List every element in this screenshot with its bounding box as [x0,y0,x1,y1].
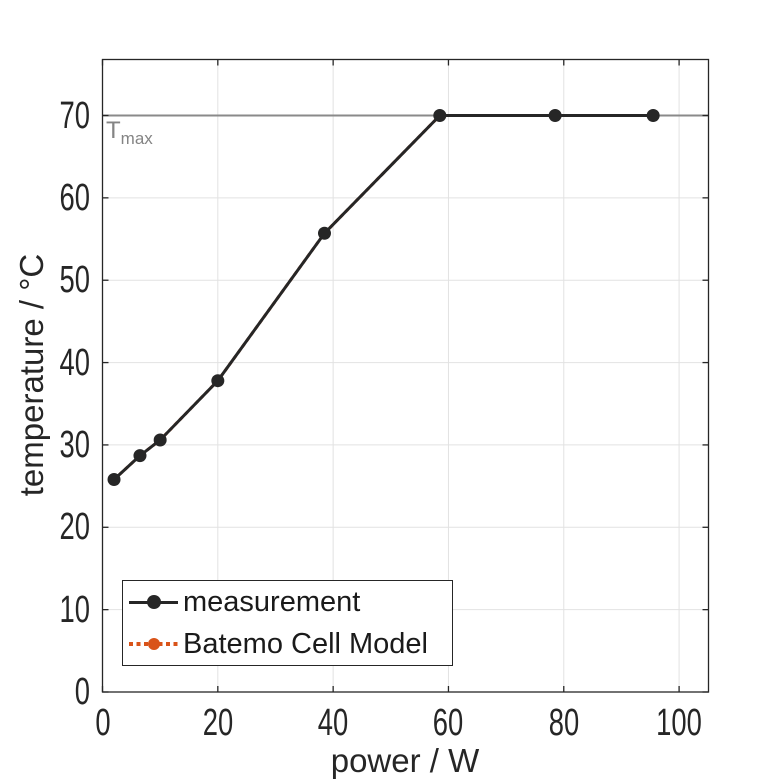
series-marker-measurement [133,449,147,463]
y-tick-label: 0 [74,671,90,713]
series-marker-measurement [548,109,562,123]
tmax-annotation-subscript: max [120,128,153,148]
tmax-annotation-text: T [106,117,121,144]
x-tick-label: 40 [317,702,349,744]
series-marker-measurement [107,473,121,487]
legend-label-measurement: measurement [183,586,361,619]
series-line-batemo-cell-model [113,114,654,481]
x-tick-label: 80 [548,702,579,744]
model-line-sample [129,636,178,652]
axis-box [101,58,710,693]
measurement-marker-icon [146,595,161,610]
series-marker-measurement [211,374,225,388]
series-marker-measurement [153,433,167,447]
x-tick-label: 20 [202,702,234,744]
series-line-measurement [113,114,654,481]
x-tick-label: 100 [656,702,702,744]
x-tick-label: 60 [433,702,464,744]
legend-label-batemo-cell-model: Batemo Cell Model [183,627,428,660]
legend-box: measurement Batemo Cell Model [122,580,453,666]
measurement-line-sample [129,594,178,610]
legend-item-measurement: measurement [123,582,452,623]
y-tick-label: 20 [59,506,90,549]
tmax-annotation: Tmax [106,118,153,152]
y-tick-label: 50 [59,259,90,302]
model-marker-icon [147,637,160,650]
y-tick-label: 40 [59,341,90,384]
x-axis-label: power / W [330,742,480,779]
y-tick-label: 60 [59,176,90,219]
series-marker-measurement [646,109,660,123]
y-tick-label: 70 [59,94,90,137]
x-tick-label: 0 [94,702,111,744]
y-tick-label: 10 [59,588,90,631]
series-marker-measurement [317,226,331,240]
legend-item-batemo-cell-model: Batemo Cell Model [123,623,452,664]
series-marker-measurement [433,109,447,123]
y-tick-label: 30 [59,423,90,466]
